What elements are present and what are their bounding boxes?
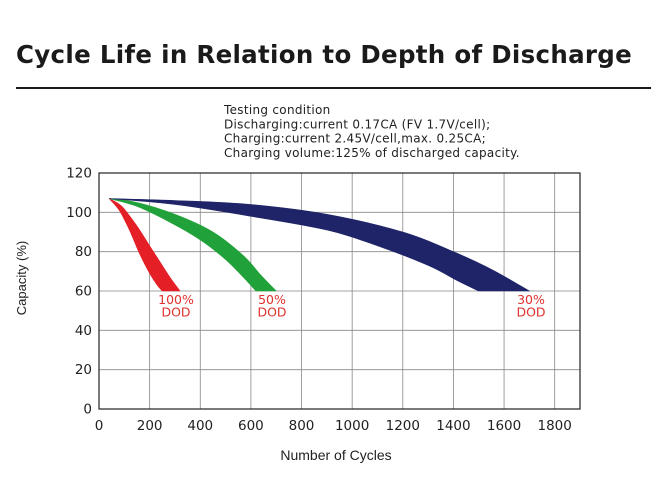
x-tick-label: 0 xyxy=(95,418,104,434)
x-axis-label: Number of Cycles xyxy=(280,447,391,463)
series-label: 30% xyxy=(517,292,545,307)
y-tick-label: 20 xyxy=(75,362,92,378)
note-line: Charging:current 2.45V/cell,max. 0.25CA; xyxy=(224,132,486,146)
note-line: Charging volume:125% of discharged capac… xyxy=(224,146,520,160)
y-tick-label: 0 xyxy=(83,402,92,418)
series-areas xyxy=(108,198,531,292)
x-tick-label: 1200 xyxy=(386,418,420,434)
series-band-50-dod xyxy=(109,198,277,292)
x-tick-label: 800 xyxy=(289,418,315,434)
series-label: DOD xyxy=(257,305,286,320)
x-tick-label: 400 xyxy=(187,418,213,434)
series-label: DOD xyxy=(516,305,545,320)
y-tick-label: 100 xyxy=(66,205,92,221)
y-tick-label: 80 xyxy=(75,244,92,260)
plot-frame xyxy=(98,172,581,410)
page-title: Cycle Life in Relation to Depth of Disch… xyxy=(16,40,633,69)
y-tick-label: 120 xyxy=(66,166,92,182)
tick-labels: 0 200 400 600 800 1000 1200 1400 1600 1800 0 20 40 60… xyxy=(66,166,572,435)
x-tick-label: 600 xyxy=(238,418,264,434)
title-divider xyxy=(16,87,651,89)
x-tick-label: 1000 xyxy=(335,418,369,434)
series-label: 100% xyxy=(158,292,194,307)
note-line: Discharging:current 0.17CA (FV 1.7V/cell… xyxy=(224,117,490,131)
x-tick-label: 1600 xyxy=(487,418,521,434)
x-tick-label: 200 xyxy=(137,418,163,434)
y-axis-label: Capacity (%) xyxy=(14,241,29,315)
y-tick-label: 60 xyxy=(75,284,92,300)
y-tick-label: 40 xyxy=(75,323,92,339)
series-band-100-dod xyxy=(108,198,181,292)
series-band-30-dod xyxy=(109,198,531,292)
series-label: DOD xyxy=(161,305,190,320)
note-line: Testing condition xyxy=(223,103,331,117)
series-label: 50% xyxy=(258,292,286,307)
x-tick-label: 1400 xyxy=(436,418,470,434)
x-tick-label: 1800 xyxy=(538,418,572,434)
